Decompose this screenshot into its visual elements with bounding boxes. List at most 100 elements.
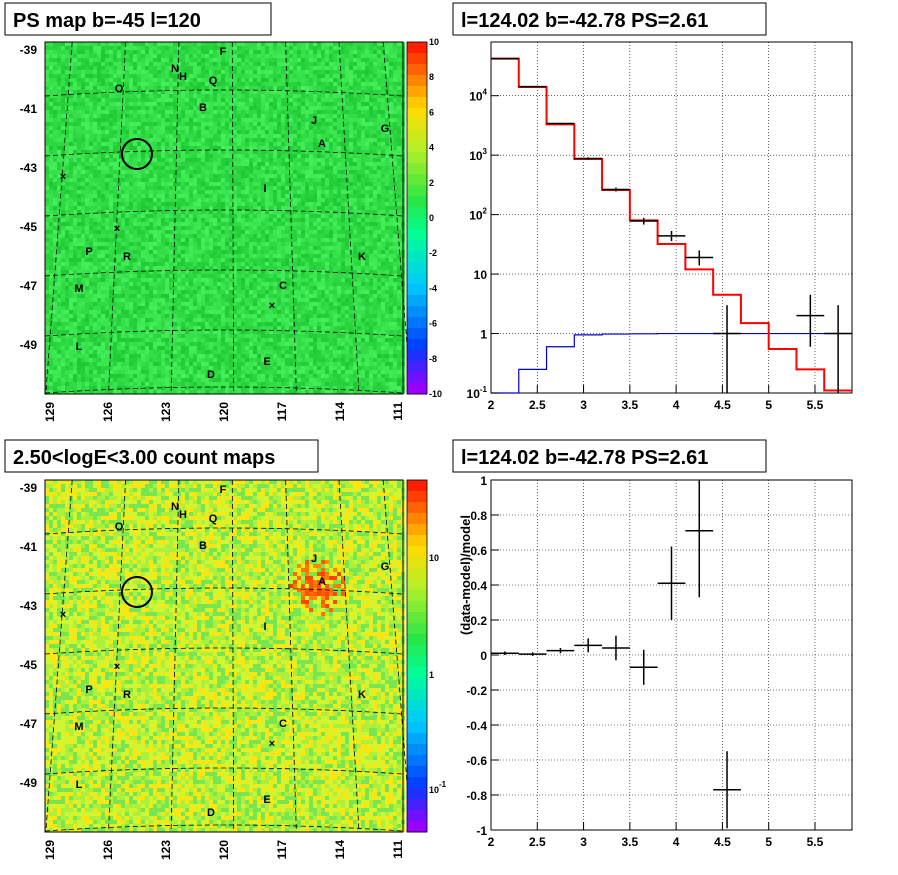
map-pixel xyxy=(105,326,109,330)
map-pixel xyxy=(265,78,269,82)
map-pixel xyxy=(117,98,121,102)
map-pixel xyxy=(81,386,85,390)
map-pixel xyxy=(45,346,49,350)
map-pixel xyxy=(157,90,161,94)
map-pixel xyxy=(193,266,197,270)
map-pixel xyxy=(65,322,69,326)
map-pixel xyxy=(137,206,141,210)
map-pixel xyxy=(121,262,125,266)
map-pixel xyxy=(197,210,201,214)
map-pixel xyxy=(221,58,225,62)
map-pixel xyxy=(185,322,189,326)
map-pixel xyxy=(73,126,77,130)
map-pixel xyxy=(217,334,221,338)
map-pixel xyxy=(73,354,77,358)
map-pixel xyxy=(73,54,77,58)
map-pixel xyxy=(261,66,265,70)
map-pixel xyxy=(189,326,193,330)
map-pixel xyxy=(193,238,197,242)
map-pixel xyxy=(217,386,221,390)
map-pixel xyxy=(181,106,185,110)
map-pixel xyxy=(137,182,141,186)
map-pixel xyxy=(101,354,105,358)
map-pixel xyxy=(125,266,129,270)
map-pixel xyxy=(177,138,181,142)
map-pixel xyxy=(177,130,181,134)
map-pixel xyxy=(237,102,241,106)
map-pixel xyxy=(177,330,181,334)
map-pixel xyxy=(177,70,181,74)
map-pixel xyxy=(57,154,61,158)
map-pixel xyxy=(101,110,105,114)
map-pixel xyxy=(241,122,245,126)
map-pixel xyxy=(85,358,89,362)
map-pixel xyxy=(245,270,249,274)
map-pixel xyxy=(113,110,117,114)
map-pixel xyxy=(261,50,265,54)
map-pixel xyxy=(249,330,253,334)
map-pixel xyxy=(49,282,53,286)
map-pixel xyxy=(169,254,173,258)
map-pixel xyxy=(49,202,53,206)
map-pixel xyxy=(161,358,165,362)
map-pixel xyxy=(217,230,221,234)
map-pixel xyxy=(77,262,81,266)
map-pixel xyxy=(93,390,97,394)
map-pixel xyxy=(129,58,133,62)
map-pixel xyxy=(161,198,165,202)
map-pixel xyxy=(145,298,149,302)
map-pixel xyxy=(157,198,161,202)
map-pixel xyxy=(209,230,213,234)
map-pixel xyxy=(201,126,205,130)
map-pixel xyxy=(81,210,85,214)
map-pixel xyxy=(129,90,133,94)
map-pixel xyxy=(173,242,177,246)
map-pixel xyxy=(213,242,217,246)
map-pixel xyxy=(265,274,269,278)
map-pixel xyxy=(97,382,101,386)
map-pixel xyxy=(237,378,241,382)
map-pixel xyxy=(61,386,65,390)
map-pixel xyxy=(61,370,65,374)
map-pixel xyxy=(225,382,229,386)
map-pixel xyxy=(233,102,237,106)
map-pixel xyxy=(225,238,229,242)
map-pixel xyxy=(85,138,89,142)
map-pixel xyxy=(121,278,125,282)
map-pixel xyxy=(53,126,57,130)
map-pixel xyxy=(65,362,69,366)
map-pixel xyxy=(253,62,257,66)
map-pixel xyxy=(133,150,137,154)
map-pixel xyxy=(209,238,213,242)
map-pixel xyxy=(61,142,65,146)
map-pixel xyxy=(49,206,53,210)
map-pixel xyxy=(145,222,149,226)
map-pixel xyxy=(217,178,221,182)
map-pixel xyxy=(61,302,65,306)
map-pixel xyxy=(113,150,117,154)
map-pixel xyxy=(121,330,125,334)
map-pixel xyxy=(45,178,49,182)
map-pixel xyxy=(69,286,73,290)
map-pixel xyxy=(77,182,81,186)
map-pixel xyxy=(189,142,193,146)
map-pixel xyxy=(161,138,165,142)
map-pixel xyxy=(241,102,245,106)
map-pixel xyxy=(177,370,181,374)
map-pixel xyxy=(181,338,185,342)
map-pixel xyxy=(241,182,245,186)
map-pixel xyxy=(181,242,185,246)
map-pixel xyxy=(81,198,85,202)
map-pixel xyxy=(253,46,257,50)
map-pixel xyxy=(237,210,241,214)
map-pixel xyxy=(221,234,225,238)
map-pixel xyxy=(249,338,253,342)
map-pixel xyxy=(221,290,225,294)
map-pixel xyxy=(257,338,261,342)
map-pixel xyxy=(257,70,261,74)
map-pixel xyxy=(93,362,97,366)
map-pixel xyxy=(57,366,61,370)
map-pixel xyxy=(89,206,93,210)
map-pixel xyxy=(125,206,129,210)
map-pixel xyxy=(169,86,173,90)
